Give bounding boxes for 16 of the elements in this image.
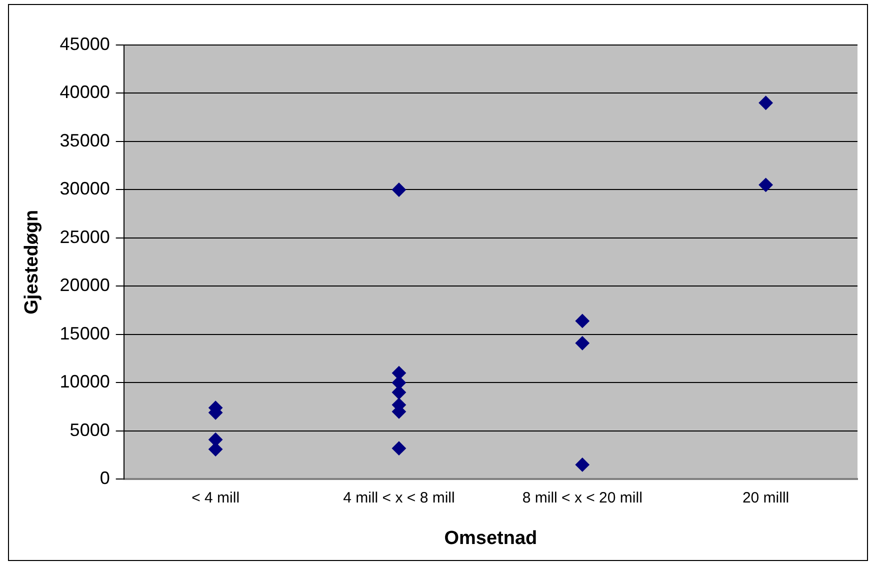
x-tick-label: 4 mill < x < 8 mill [343,489,455,506]
y-tick-label: 10000 [60,372,110,392]
x-axis-title: Omsetnad [444,528,538,549]
y-tick-label: 45000 [60,34,110,54]
x-tick-label: < 4 mill [192,489,240,506]
y-tick-label: 25000 [60,226,110,247]
y-tick-label: 35000 [60,130,110,150]
x-tick-label: 20 milll [742,489,790,506]
y-tick-label: 15000 [60,323,110,344]
y-axis-title: Gjestedøgn [22,210,43,314]
y-tick-label: 30000 [60,178,110,199]
y-tick-label: 40000 [60,82,110,102]
y-tick-label: 5000 [70,420,110,440]
x-tick-label: 8 mill < x < 20 mill [522,489,642,506]
y-tick-label: 20000 [60,275,110,296]
y-tick-label: 0 [100,468,110,488]
